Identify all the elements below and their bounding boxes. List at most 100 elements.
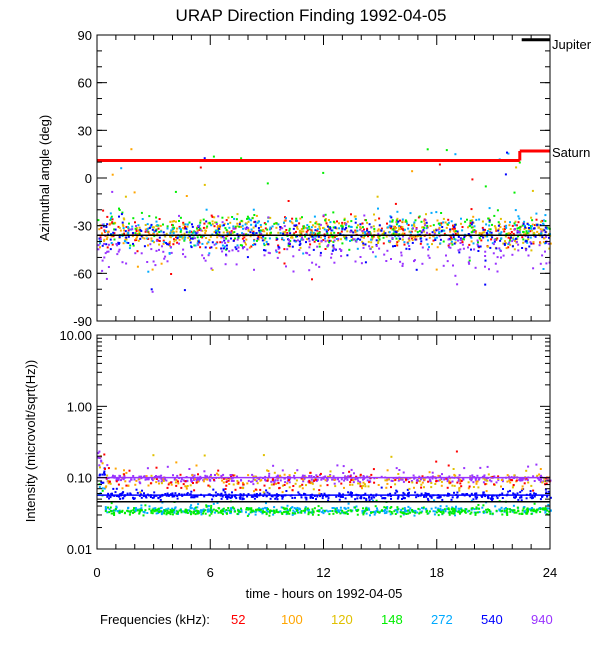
azimuth-point-272khz — [169, 232, 172, 235]
azimuth-point-540khz — [527, 236, 530, 239]
intensity-point-272khz — [425, 507, 428, 510]
intensity-point-100khz — [288, 474, 291, 477]
azimuth-point-148khz — [497, 221, 500, 224]
intensity-point-940khz — [166, 465, 169, 468]
azimuth-point-52khz — [333, 236, 336, 239]
azimuth-point-540khz — [189, 237, 192, 240]
azimuth-point-272khz — [323, 228, 326, 231]
intensity-point-272khz — [272, 513, 275, 516]
azimuth-point-52khz — [340, 230, 343, 233]
intensity-point-940khz — [540, 474, 542, 477]
azimuth-point-272khz — [183, 238, 186, 241]
intensity-point-940khz — [344, 477, 347, 480]
azimuth-point-940khz — [268, 252, 271, 255]
azimuth-point-272khz — [180, 235, 183, 238]
intensity-point-100khz — [485, 482, 488, 485]
azimuth-point-148khz — [437, 222, 440, 225]
azimuth-point-148khz — [378, 238, 381, 241]
azimuth-point-940khz — [402, 235, 404, 238]
intensity-point-148khz — [390, 506, 393, 508]
intensity-point-148khz — [221, 513, 224, 516]
intensity-point-540khz — [269, 497, 272, 500]
intensity-point-148khz — [374, 505, 377, 508]
intensity-point-52khz — [217, 469, 220, 472]
azimuth-point-540khz — [499, 239, 502, 242]
azimuth-point-540khz — [471, 221, 474, 224]
azimuth-point-120khz — [262, 228, 265, 231]
intensity-point-272khz — [512, 504, 515, 507]
azimuth-point-148khz — [531, 219, 534, 222]
intensity-point-540khz — [114, 491, 117, 494]
intensity-point-540khz — [242, 493, 245, 496]
azimuth-point-148khz — [521, 224, 524, 227]
intensity-point-540khz — [397, 495, 400, 498]
azimuth-point-100khz — [319, 236, 322, 239]
intensity-point-940khz — [279, 479, 282, 482]
intensity-point-52khz — [359, 473, 362, 476]
intensity-point-540khz — [304, 496, 307, 499]
azimuth-point-940khz — [197, 225, 199, 227]
intensity-point-940khz — [186, 479, 189, 482]
intensity-point-52khz — [155, 478, 158, 480]
azimuth-point-148khz — [140, 211, 143, 214]
azimuth-point-940khz — [292, 255, 295, 258]
azimuth-point-272khz — [194, 244, 197, 247]
intensity-point-272khz — [440, 509, 443, 512]
azimuth-point-272khz — [178, 227, 181, 230]
azimuth-point-540khz — [495, 247, 498, 250]
intensity-point-100khz — [459, 478, 462, 481]
azimuth-point-148khz — [225, 248, 228, 251]
intensity-point-540khz — [304, 493, 307, 496]
azimuth-point-940khz — [297, 239, 299, 242]
azimuth-point-272khz — [472, 242, 475, 245]
time-x-tick-label: 12 — [316, 565, 330, 580]
azimuth-point-120khz — [266, 232, 268, 235]
intensity-point-540khz — [520, 496, 523, 499]
azimuth-point-148khz — [240, 157, 243, 160]
intensity-point-148khz — [460, 508, 463, 511]
azimuth-point-272khz — [364, 232, 367, 235]
azimuth-point-100khz — [338, 222, 340, 225]
azimuth-point-52khz — [470, 208, 473, 211]
azimuth-point-940khz — [308, 240, 311, 243]
azimuth-point-272khz — [491, 242, 494, 245]
intensity-point-100khz — [206, 478, 209, 481]
azimuth-point-540khz — [279, 226, 282, 228]
intensity-point-272khz — [547, 503, 550, 506]
intensity-point-148khz — [302, 509, 305, 512]
azimuth-point-272khz — [128, 247, 131, 250]
azimuth-point-148khz — [478, 237, 481, 239]
intensity-point-540khz — [533, 495, 536, 498]
azimuth-point-52khz — [183, 227, 186, 230]
azimuth-point-272khz — [374, 255, 377, 258]
azimuth-point-540khz — [415, 268, 418, 271]
azimuth-point-100khz — [109, 222, 112, 225]
azimuth-point-120khz — [269, 216, 272, 219]
intensity-point-940khz — [354, 478, 357, 481]
intensity-point-940khz — [99, 456, 102, 459]
azimuth-point-272khz — [325, 229, 328, 232]
azimuth-point-52khz — [111, 243, 114, 246]
azimuth-point-272khz — [428, 246, 430, 249]
intensity-point-148khz — [527, 509, 529, 512]
azimuth-point-52khz — [461, 226, 464, 228]
azimuth-point-272khz — [354, 218, 357, 220]
intensity-point-940khz — [540, 475, 543, 478]
intensity-point-940khz — [276, 479, 279, 482]
azimuth-point-540khz — [541, 236, 544, 239]
azimuth-point-272khz — [403, 228, 406, 231]
azimuth-point-940khz — [368, 232, 371, 235]
azimuth-point-940khz — [369, 247, 372, 250]
azimuth-point-148khz — [468, 259, 471, 262]
azimuth-point-540khz — [98, 237, 101, 240]
azimuth-point-120khz — [124, 195, 127, 198]
intensity-point-940khz — [535, 463, 538, 466]
azimuth-point-540khz — [360, 235, 363, 238]
azimuth-point-52khz — [452, 224, 454, 227]
intensity-point-940khz — [302, 480, 305, 483]
intensity-point-940khz — [331, 478, 334, 481]
intensity-point-540khz — [475, 492, 478, 495]
intensity-y-tick-label: 10.00 — [59, 328, 92, 343]
intensity-point-120khz — [439, 479, 441, 482]
azimuth-point-272khz — [473, 225, 476, 228]
